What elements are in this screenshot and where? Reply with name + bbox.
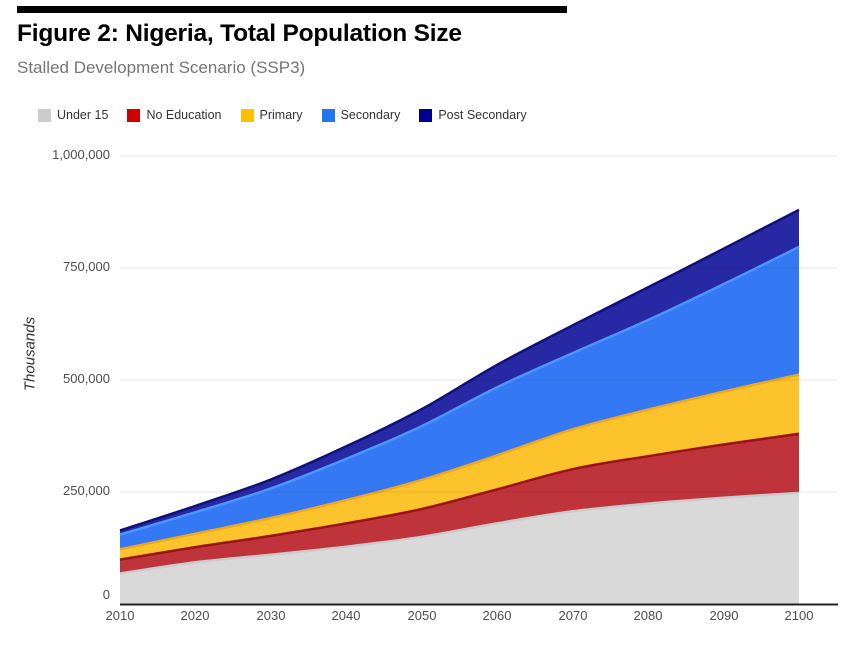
legend-item: No Education [127, 108, 222, 122]
x-axis-tick-label: 2100 [784, 608, 814, 623]
area-series-secondary [120, 246, 799, 550]
area-series-no-education [120, 433, 799, 574]
x-axis-tick-label: 2010 [105, 608, 135, 623]
x-axis-tick-label: 2020 [180, 608, 210, 623]
y-axis-tick-label: 250,000 [63, 483, 110, 498]
x-axis-tick-label: 2070 [558, 608, 588, 623]
figure-subtitle: Stalled Development Scenario (SSP3) [17, 58, 306, 77]
y-axis-tick-label: 1,000,000 [52, 147, 110, 162]
x-axis-tick-label: 2060 [482, 608, 512, 623]
legend-label: Post Secondary [438, 108, 527, 122]
y-axis-tick-label: 0 [102, 587, 110, 602]
figure-title: Figure 2: Nigeria, Total Population Size [17, 20, 462, 47]
x-axis-tick-label: 2050 [407, 608, 437, 623]
x-axis-tick-label: 2030 [256, 608, 286, 623]
legend-label: Under 15 [57, 108, 109, 122]
x-axis-tick-label: 2080 [633, 608, 663, 623]
legend-swatch [38, 108, 51, 122]
chart-legend: Under 15 No Education Primary Secondary Post… [38, 108, 527, 122]
x-axis-tick-label: 2040 [331, 608, 361, 623]
legend-label: No Education [146, 108, 222, 122]
series-top-edge [119, 208, 800, 532]
legend-item: Secondary [321, 108, 401, 122]
legend-item: Under 15 [38, 108, 108, 122]
x-axis-tick-label: 2090 [709, 608, 739, 623]
series-top-edge [119, 432, 800, 561]
y-axis-tick-label: 500,000 [63, 371, 110, 386]
legend-item: Primary [240, 108, 303, 122]
legend-swatch [127, 108, 141, 122]
y-axis-title: Thousands [21, 316, 39, 392]
series-top-edge [119, 245, 800, 536]
legend-swatch [240, 108, 254, 122]
y-axis-tick-label: 750,000 [63, 259, 110, 274]
area-series-primary [120, 374, 799, 560]
series-top-edge [119, 373, 800, 551]
series-top-edge [119, 491, 800, 575]
legend-swatch [419, 108, 433, 122]
legend-swatch [321, 108, 335, 122]
legend-label: Secondary [340, 108, 401, 122]
area-series-under-15 [120, 492, 799, 604]
legend-label: Primary [259, 108, 303, 122]
legend-item: Post Secondary [419, 108, 527, 122]
figure-top-rule [17, 6, 567, 13]
